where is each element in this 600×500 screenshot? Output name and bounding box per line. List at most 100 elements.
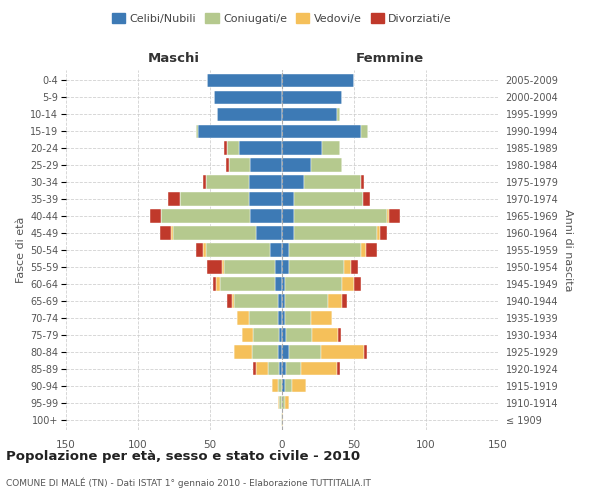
Bar (285, 396, 289, 409)
Bar (282, 124, 361, 138)
Bar (282, 192, 293, 205)
Bar (239, 142, 282, 154)
Bar (354, 278, 361, 290)
Bar (235, 294, 278, 308)
Bar (275, 260, 282, 274)
Bar (249, 176, 282, 188)
Bar (207, 74, 282, 87)
Bar (272, 379, 278, 392)
Bar (311, 312, 332, 324)
Bar (199, 124, 282, 138)
Bar (282, 362, 286, 376)
Bar (278, 294, 282, 308)
Bar (289, 260, 344, 274)
Bar (229, 158, 250, 172)
Bar (278, 346, 282, 358)
Bar (343, 278, 354, 290)
Bar (328, 294, 343, 308)
Bar (321, 346, 364, 358)
Bar (235, 346, 252, 358)
Bar (282, 379, 285, 392)
Bar (206, 176, 249, 188)
Bar (173, 226, 256, 239)
Bar (387, 210, 389, 222)
Bar (226, 158, 229, 172)
Bar (279, 396, 282, 409)
Bar (365, 244, 377, 256)
Bar (282, 396, 285, 409)
Bar (289, 244, 361, 256)
Bar (278, 379, 282, 392)
Bar (322, 142, 340, 154)
Bar (221, 260, 224, 274)
Bar (275, 278, 282, 290)
Bar (168, 192, 180, 205)
Bar (312, 328, 338, 342)
Legend: Celibi/Nubili, Coniugati/e, Vedovi/e, Divorziati/e: Celibi/Nubili, Coniugati/e, Vedovi/e, Di… (107, 9, 457, 29)
Bar (292, 379, 307, 392)
Bar (161, 210, 250, 222)
Bar (213, 278, 216, 290)
Text: Femmine: Femmine (356, 52, 424, 65)
Bar (361, 124, 368, 138)
Bar (361, 244, 365, 256)
Bar (217, 108, 282, 121)
Bar (286, 362, 301, 376)
Bar (232, 294, 235, 308)
Bar (149, 210, 161, 222)
Bar (293, 192, 362, 205)
Bar (268, 362, 279, 376)
Bar (227, 142, 239, 154)
Bar (160, 226, 171, 239)
Bar (362, 192, 370, 205)
Bar (206, 244, 271, 256)
Bar (282, 413, 283, 426)
Text: COMUNE DI MALÉ (TN) - Dati ISTAT 1° gennaio 2010 - Elaborazione TUTTITALIA.IT: COMUNE DI MALÉ (TN) - Dati ISTAT 1° genn… (6, 478, 371, 488)
Bar (196, 124, 199, 138)
Bar (337, 108, 340, 121)
Bar (282, 278, 285, 290)
Bar (220, 278, 275, 290)
Bar (285, 278, 343, 290)
Bar (351, 260, 358, 274)
Bar (293, 226, 377, 239)
Bar (252, 346, 278, 358)
Bar (380, 226, 387, 239)
Bar (278, 312, 282, 324)
Bar (285, 294, 328, 308)
Bar (180, 192, 249, 205)
Bar (311, 158, 343, 172)
Y-axis label: Fasce di età: Fasce di età (16, 217, 26, 283)
Bar (361, 176, 364, 188)
Bar (242, 328, 253, 342)
Bar (253, 362, 256, 376)
Bar (301, 362, 337, 376)
Bar (271, 244, 282, 256)
Bar (282, 346, 289, 358)
Bar (279, 328, 282, 342)
Bar (224, 142, 227, 154)
Bar (338, 328, 341, 342)
Bar (278, 396, 279, 409)
Bar (256, 226, 282, 239)
Bar (282, 74, 354, 87)
Bar (203, 176, 206, 188)
Text: Popolazione per età, sesso e stato civile - 2010: Popolazione per età, sesso e stato civil… (6, 450, 360, 463)
Bar (377, 226, 380, 239)
Bar (282, 328, 286, 342)
Bar (279, 362, 282, 376)
Bar (389, 210, 400, 222)
Bar (282, 260, 289, 274)
Bar (282, 244, 289, 256)
Bar (286, 328, 312, 342)
Bar (289, 346, 321, 358)
Y-axis label: Anni di nascita: Anni di nascita (563, 209, 572, 291)
Bar (285, 312, 311, 324)
Bar (282, 210, 293, 222)
Bar (282, 176, 304, 188)
Bar (337, 362, 340, 376)
Bar (281, 413, 282, 426)
Bar (238, 312, 249, 324)
Bar (293, 210, 387, 222)
Bar (282, 294, 285, 308)
